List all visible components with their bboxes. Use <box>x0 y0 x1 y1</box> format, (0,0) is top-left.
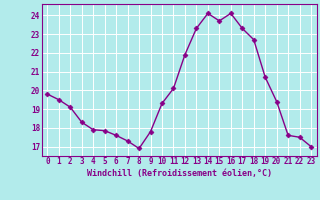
X-axis label: Windchill (Refroidissement éolien,°C): Windchill (Refroidissement éolien,°C) <box>87 169 272 178</box>
